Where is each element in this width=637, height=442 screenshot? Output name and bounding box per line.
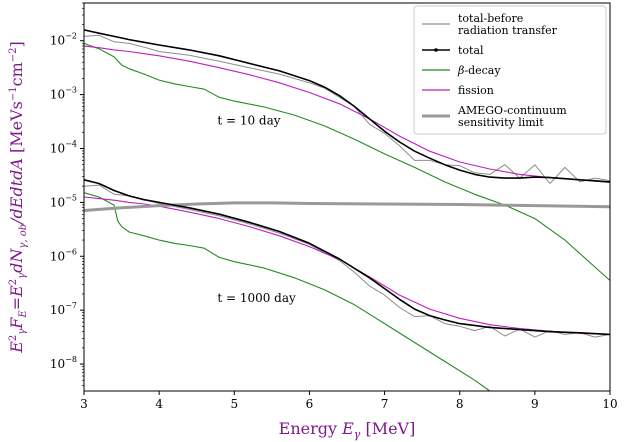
- x-tick-label: 5: [230, 397, 238, 411]
- series-layer: [83, 29, 611, 392]
- y-tick-label: 10−3: [50, 86, 77, 102]
- x-tick-label: 7: [381, 397, 389, 411]
- series-fission-t-1000-day: [83, 196, 611, 335]
- legend-label: total-before: [458, 12, 523, 25]
- legend-marker: [434, 48, 438, 52]
- x-axis-title: Energy Eγ [MeV]: [279, 419, 416, 441]
- y-tick-label: 10−4: [50, 140, 77, 156]
- ticks-layer: 3 4 5 6 7 8 9 10 10−8 10−7 10−6 10−5 10−4 10−3 10−2: [50, 2, 618, 411]
- series-amego-continuum-sensitivity-limit: [83, 201, 611, 212]
- series-fission-t-10-day: [83, 45, 611, 184]
- x-tick-label: 3: [80, 397, 88, 411]
- legend-label: AMEGO-continuum: [457, 104, 567, 117]
- legend-label: sensitivity limit: [458, 116, 544, 129]
- legend-label: radiation transfer: [458, 24, 558, 37]
- y-tick-label: 10−8: [50, 355, 77, 371]
- x-tick-label: 9: [531, 397, 539, 411]
- annotation-t10: t = 10 day: [217, 113, 280, 127]
- series-total-t-1000-day: [83, 179, 611, 336]
- series-total-before-radiation-transfer-t-10-day: [83, 34, 611, 184]
- plot-frame: [83, 2, 611, 392]
- series-total-before-radiation-transfer-t-1000-day: [83, 184, 611, 338]
- legend-label: fission: [458, 84, 494, 97]
- y-axis-title: E2γFE=E2γdNγ, ob/dEdtdA [MeVs−1cm−2]: [7, 41, 29, 354]
- series-total-t-10-day: [83, 29, 611, 183]
- x-tick-label: 4: [155, 397, 163, 411]
- y-tick-label: 10−2: [50, 32, 77, 48]
- legend-label: β-decay: [457, 64, 501, 77]
- y-tick-label: 10−7: [50, 301, 77, 317]
- series-decay-t-1000-day: [83, 192, 491, 392]
- svg-text:E2γFE=E2γdNγ, ob/dEdtdA [MeVs−: E2γFE=E2γdNγ, ob/dEdtdA [MeVs−1cm−2]: [7, 41, 29, 354]
- y-tick-label: 10−6: [50, 247, 77, 263]
- annotation-t1000: t = 1000 day: [217, 291, 296, 305]
- x-tick-label: 6: [306, 397, 314, 411]
- x-tick-label: 8: [456, 397, 464, 411]
- y-tick-label: 10−5: [50, 193, 77, 209]
- x-tick-label: 10: [602, 397, 617, 411]
- legend-label: total: [458, 44, 484, 57]
- legend-box: [413, 5, 607, 135]
